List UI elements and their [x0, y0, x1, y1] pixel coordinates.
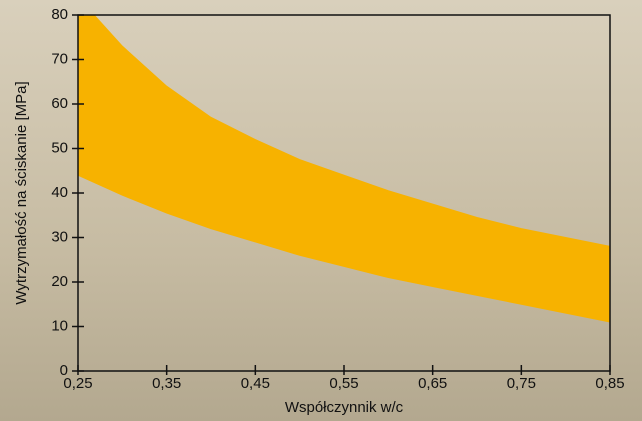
x-axis-label: Współczynnik w/c: [285, 399, 404, 416]
x-tick-label: 0,75: [507, 375, 536, 392]
y-tick-label: 40: [51, 184, 68, 201]
y-tick-label: 50: [51, 139, 68, 156]
y-tick-label: 60: [51, 95, 68, 112]
y-tick-label: 70: [51, 50, 68, 67]
x-tick-label: 0,55: [329, 375, 358, 392]
x-tick-label: 0,25: [63, 375, 92, 392]
y-tick-label: 80: [51, 6, 68, 23]
x-tick-label: 0,35: [152, 375, 181, 392]
y-axis-label: Wytrzymałość na ściskanie [MPa]: [13, 81, 30, 304]
x-tick-label: 0,85: [595, 375, 624, 392]
page: Współczynnik w/c Wytrzymałość na ściskan…: [0, 0, 642, 421]
y-tick-label: 10: [51, 317, 68, 334]
chart: Współczynnik w/c Wytrzymałość na ściskan…: [0, 0, 642, 421]
x-tick-label: 0,45: [241, 375, 270, 392]
x-tick-label: 0,65: [418, 375, 447, 392]
y-tick-label: 20: [51, 273, 68, 290]
y-tick-label: 30: [51, 228, 68, 245]
